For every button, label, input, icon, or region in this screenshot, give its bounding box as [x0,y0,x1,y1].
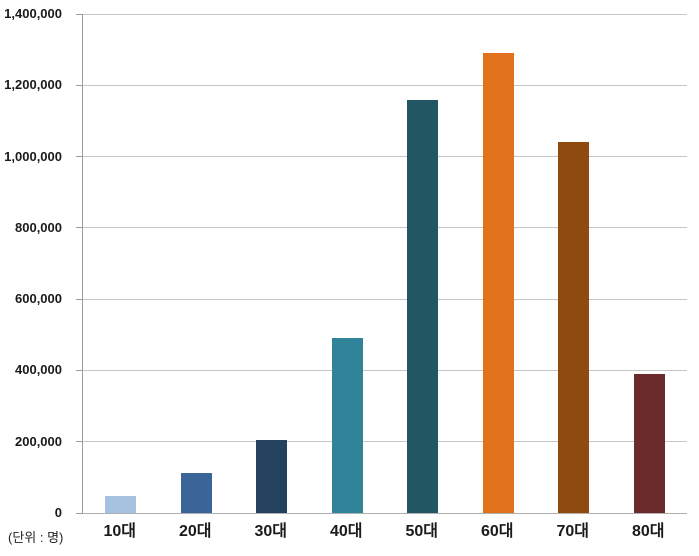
y-tick-label: 1,200,000 [4,77,62,93]
x-tick-label: 60대 [480,523,514,540]
bar [633,374,665,513]
gridline [83,441,687,443]
bar [256,439,288,513]
x-tick-label: 40대 [329,523,363,540]
plot-area [76,13,687,514]
y-tick-label: 1,000,000 [4,148,62,164]
y-tick-label: 800,000 [15,219,62,235]
y-axis-tick [76,84,82,86]
gridline [83,156,687,158]
y-axis-tick [76,227,82,229]
y-axis-tick [76,512,82,514]
bar [180,473,212,513]
y-axis-tick [76,298,82,300]
y-tick-label: 200,000 [15,433,62,449]
y-axis-tick [76,369,82,371]
bar [558,142,590,513]
bar [482,53,514,513]
gridline [83,84,687,86]
x-tick-label: 30대 [254,523,288,540]
gridline [83,298,687,300]
x-axis-labels: 10대 20대 30대 40대 50대 60대 70대 80대 [82,517,686,541]
gridline [83,369,687,371]
x-tick-label: 50대 [405,523,439,540]
x-tick-label: 70대 [556,523,590,540]
y-axis-tick [76,441,82,443]
x-tick-label: 80대 [631,523,665,540]
y-axis-tick [76,13,82,15]
y-tick-label: 0 [54,505,62,520]
y-tick-label: 1,400,000 [4,6,62,21]
bar [331,338,363,513]
y-tick-label: 600,000 [15,291,62,307]
bar [407,99,439,513]
unit-label: (단위 : 명) [8,530,64,545]
y-tick-label: 400,000 [15,362,62,378]
x-tick-label: 20대 [178,523,212,540]
gridline [83,13,687,15]
gridline [83,227,687,229]
y-axis-tick [76,156,82,158]
x-tick-label: 10대 [103,523,137,540]
y-axis-labels: 0 200,000 400,000 600,000 800,000 1,000,000 1,… [0,6,74,520]
bar [105,495,137,513]
